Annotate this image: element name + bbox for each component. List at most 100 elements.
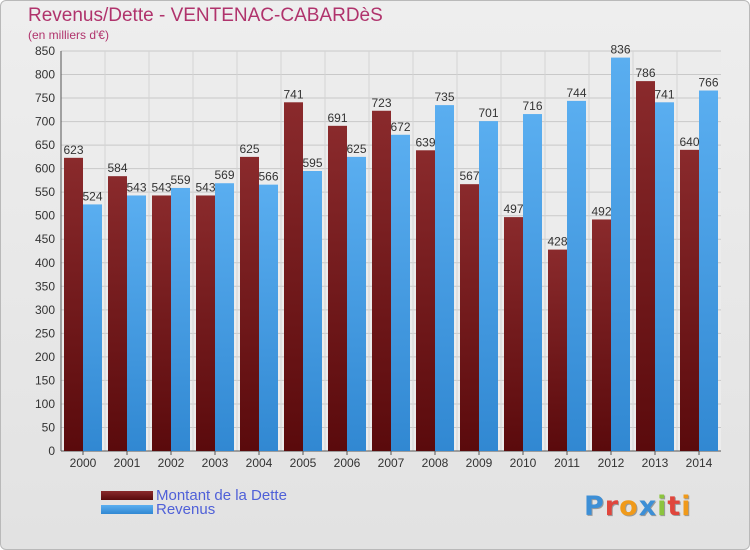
bar-revenue xyxy=(655,102,674,451)
bar-revenue xyxy=(611,57,630,452)
legend-item-debt: Montant de la Dette xyxy=(101,488,287,503)
bar-debt xyxy=(328,125,347,451)
data-label-revenue: 569 xyxy=(214,168,234,182)
legend-label-revenue: Revenus xyxy=(156,501,216,518)
chart-title: Revenus/Dette - VENTENAC-CABARDèS xyxy=(28,5,383,26)
data-label-revenue: 566 xyxy=(258,170,278,184)
bar-debt xyxy=(284,102,303,451)
data-label-debt: 428 xyxy=(547,235,567,249)
bar-debt xyxy=(152,195,171,451)
y-tick-label: 650 xyxy=(35,138,55,152)
y-tick-label: 300 xyxy=(35,303,55,317)
data-label-revenue: 836 xyxy=(610,43,630,57)
data-label-revenue: 672 xyxy=(390,120,410,134)
bar-revenue xyxy=(479,121,498,451)
data-label-revenue: 766 xyxy=(698,76,718,90)
data-label-debt: 492 xyxy=(591,204,611,218)
chart-subtitle: (en milliers d'€) xyxy=(28,28,109,42)
data-label-debt: 543 xyxy=(151,180,171,194)
data-label-revenue: 701 xyxy=(478,106,498,120)
x-tick-label: 2001 xyxy=(114,456,141,470)
y-tick-label: 250 xyxy=(35,326,55,340)
x-tick-label: 2003 xyxy=(202,456,229,470)
data-label-revenue: 524 xyxy=(82,189,102,203)
x-tick-label: 2008 xyxy=(422,456,449,470)
bars-layer xyxy=(64,57,718,452)
bar-revenue xyxy=(303,171,322,451)
y-tick-label: 450 xyxy=(35,232,55,246)
bar-debt xyxy=(64,157,83,451)
proxiti-logo: Proxiti xyxy=(584,491,694,527)
y-tick-label: 750 xyxy=(35,91,55,105)
legend-swatch-debt xyxy=(101,491,153,500)
bar-revenue xyxy=(259,184,278,451)
legend-swatch-revenue xyxy=(101,505,153,514)
bar-revenue xyxy=(523,114,542,451)
data-label-debt: 639 xyxy=(415,135,435,149)
data-label-revenue: 741 xyxy=(654,87,674,101)
logo-letter-1: r xyxy=(604,491,620,522)
logo-letter-5: t xyxy=(667,491,682,522)
data-label-debt: 625 xyxy=(239,142,259,156)
data-label-debt: 584 xyxy=(107,161,127,175)
bar-revenue xyxy=(347,156,366,451)
x-tick-label: 2011 xyxy=(554,456,580,470)
data-label-debt: 640 xyxy=(679,135,699,149)
y-tick-label: 100 xyxy=(35,397,55,411)
x-tick-label: 2005 xyxy=(290,456,317,470)
data-label-debt: 623 xyxy=(63,143,83,157)
bar-debt xyxy=(548,249,567,451)
data-label-revenue: 735 xyxy=(434,90,454,104)
data-label-revenue: 559 xyxy=(170,173,190,187)
x-tick-label: 2006 xyxy=(334,456,361,470)
y-tick-label: 700 xyxy=(35,115,55,129)
x-tick-label: 2012 xyxy=(598,456,625,470)
y-tick-label: 600 xyxy=(35,162,55,176)
legend-label-debt: Montant de la Dette xyxy=(156,487,287,504)
x-tick-label: 2014 xyxy=(686,456,713,470)
data-label-debt: 567 xyxy=(459,169,479,183)
logo-letter-3: x xyxy=(638,491,658,522)
logo-letter-4: i xyxy=(657,491,668,522)
y-tick-label: 850 xyxy=(35,44,55,58)
bar-debt xyxy=(636,81,655,451)
x-tick-label: 2009 xyxy=(466,456,493,470)
y-tick-label: 50 xyxy=(42,420,56,434)
data-label-revenue: 625 xyxy=(346,142,366,156)
bar-debt xyxy=(372,110,391,451)
x-tick-label: 2013 xyxy=(642,456,669,470)
data-label-debt: 786 xyxy=(635,66,655,80)
bar-revenue xyxy=(391,134,410,451)
bar-revenue xyxy=(171,187,190,452)
bar-revenue xyxy=(699,90,718,451)
y-tick-label: 550 xyxy=(35,185,55,199)
bar-revenue xyxy=(215,183,234,451)
bar-debt xyxy=(460,184,479,452)
legend-item-revenue: Revenus xyxy=(101,502,215,517)
data-label-debt: 723 xyxy=(371,96,391,110)
bar-debt xyxy=(416,150,435,451)
data-label-revenue: 744 xyxy=(566,86,586,100)
y-tick-label: 150 xyxy=(35,373,55,387)
x-tick-label: 2004 xyxy=(246,456,273,470)
data-label-debt: 543 xyxy=(195,180,215,194)
x-tick-label: 2010 xyxy=(510,456,537,470)
y-tick-label: 500 xyxy=(35,209,55,223)
y-tick-label: 800 xyxy=(35,68,55,82)
x-tick-label: 2000 xyxy=(70,456,97,470)
logo-letter-2: o xyxy=(619,491,639,522)
y-tick-label: 350 xyxy=(35,279,55,293)
data-label-revenue: 716 xyxy=(522,99,542,113)
bar-revenue xyxy=(567,100,586,451)
data-label-debt: 691 xyxy=(327,111,347,125)
data-label-revenue: 595 xyxy=(302,156,322,170)
bar-debt xyxy=(196,195,215,451)
bar-debt xyxy=(680,149,699,451)
logo-letter-6: i xyxy=(681,491,692,522)
bar-debt xyxy=(240,156,259,451)
bar-revenue xyxy=(435,105,454,451)
bar-debt xyxy=(592,219,611,451)
y-tick-label: 400 xyxy=(35,256,55,270)
